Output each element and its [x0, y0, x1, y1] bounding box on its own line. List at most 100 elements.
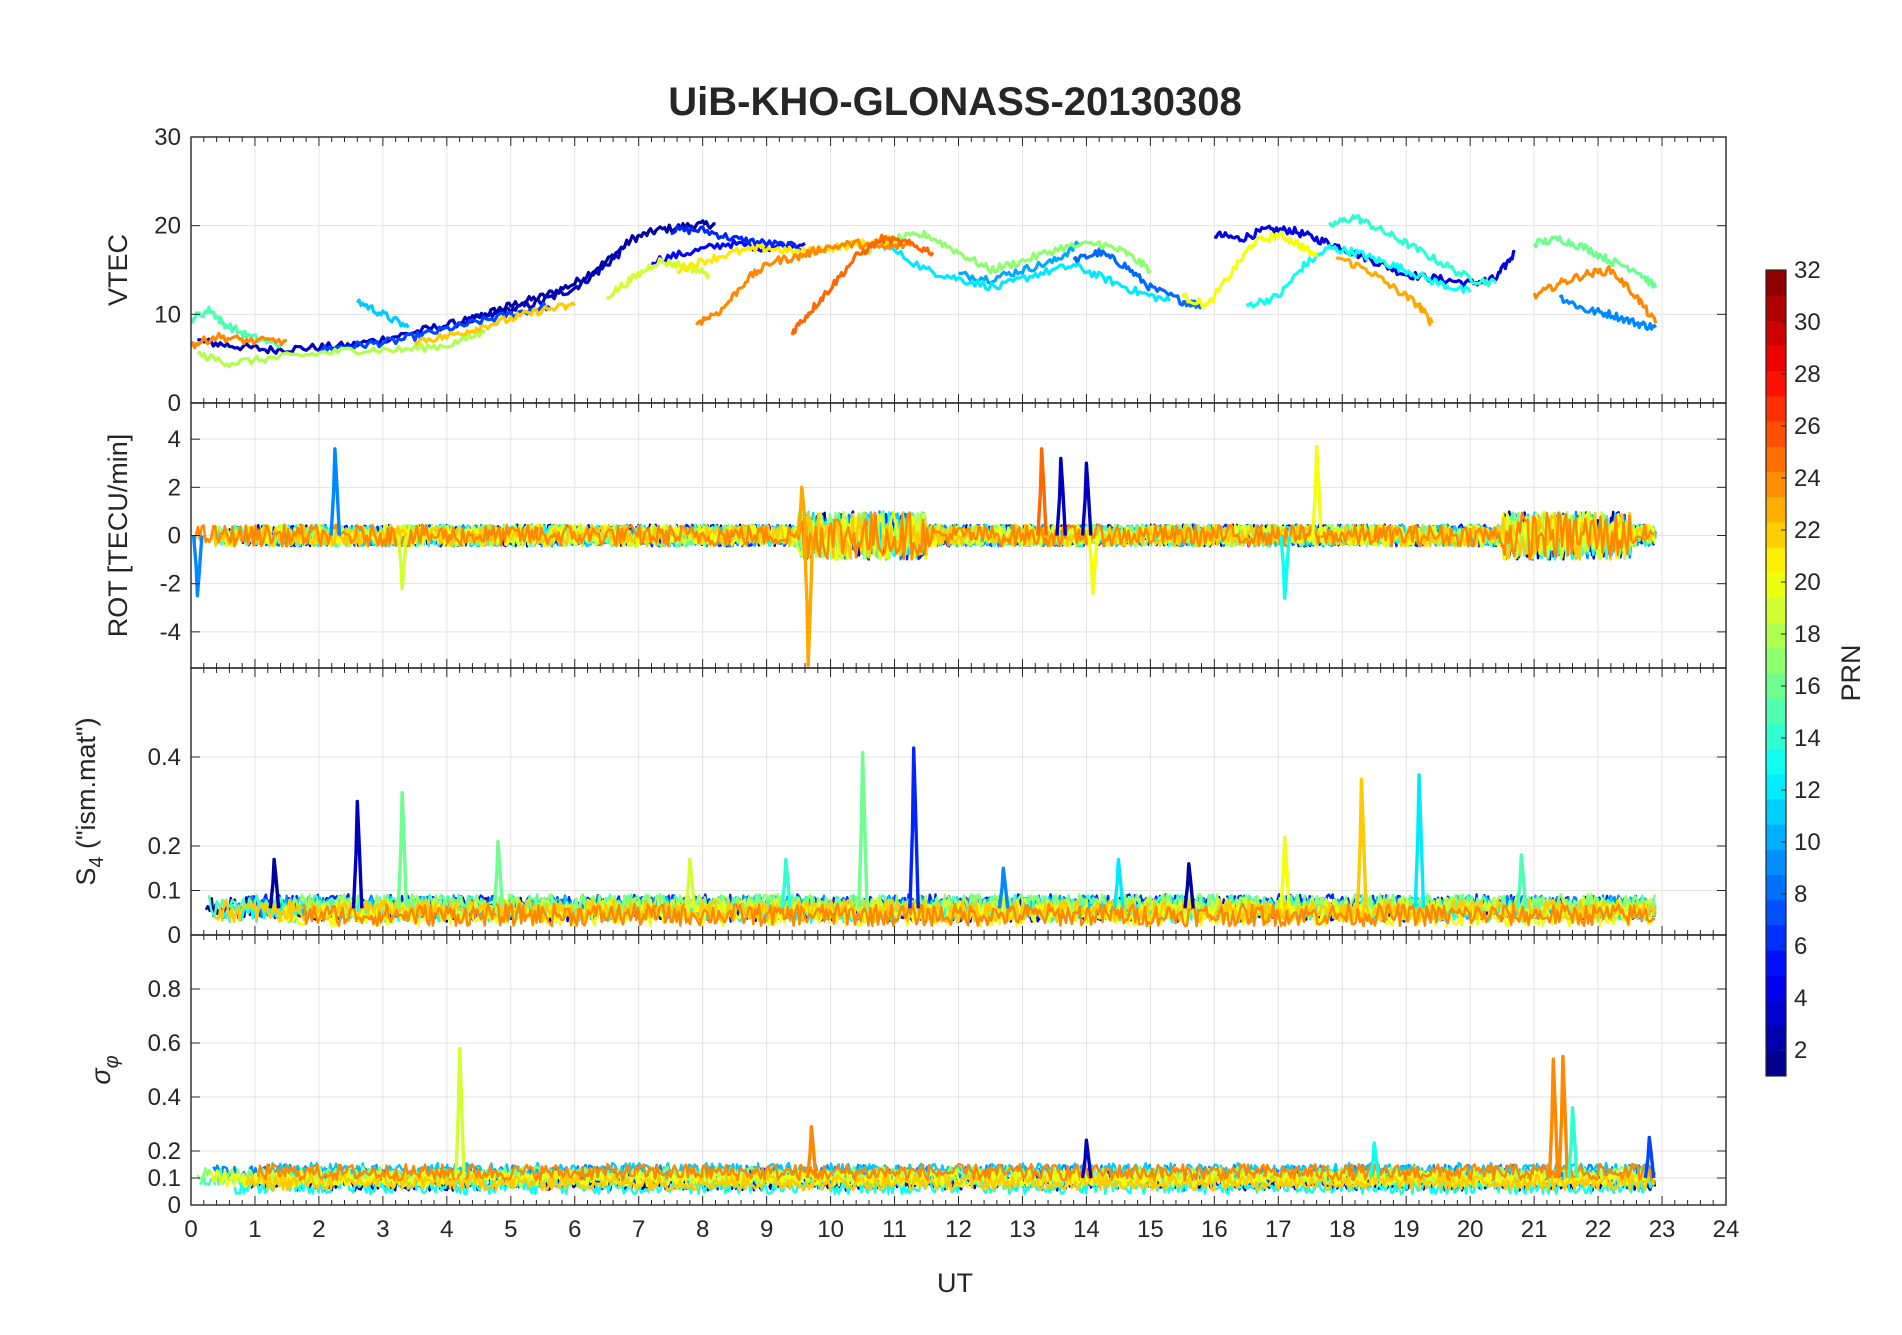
- colorbar-segment: [1766, 673, 1786, 699]
- colorbar-segment: [1766, 270, 1786, 296]
- colorbar-tick-label: 8: [1794, 881, 1807, 908]
- colorbar-segment: [1766, 874, 1786, 901]
- data-vtec: [191, 214, 1658, 368]
- colorbar-tick-label: 20: [1794, 569, 1821, 596]
- y-tick-label-s4: 0: [168, 922, 181, 949]
- y-axis-label-rot: ROT [TECU/min]: [103, 434, 133, 638]
- sigma-spike-2: [1080, 1138, 1093, 1179]
- rot-spike-3: [1036, 447, 1048, 536]
- sigma-trace-prn-22: [245, 1173, 1656, 1192]
- x-minor-ticks-rot: [190, 403, 1727, 668]
- x-tick-label: 12: [945, 1216, 972, 1243]
- colorbar-tick-label: 6: [1794, 933, 1807, 960]
- panel-rot: -4 -2 0 2 4 ROT [TECU/min]: [103, 402, 1727, 669]
- x-minor-ticks-vtec: [190, 137, 1727, 403]
- s4-spike-12: [1355, 777, 1368, 909]
- rot-spike-5: [802, 535, 815, 668]
- colorbar-segment: [1766, 345, 1786, 372]
- colorbar-tick-label: 2: [1794, 1037, 1807, 1064]
- colorbar-tick-label: 30: [1794, 309, 1821, 336]
- sigma-spike-5: [1557, 1054, 1570, 1179]
- s4-spike-5: [780, 857, 792, 909]
- colorbar-segment: [1766, 924, 1786, 951]
- s4-spike-6: [857, 750, 869, 909]
- x-tick-label: 16: [1201, 1216, 1228, 1243]
- vtec-series-prn-14-12: [1328, 214, 1498, 288]
- vtec-series-prn-11-9: [355, 298, 410, 329]
- x-tick-label: 11: [882, 1216, 907, 1243]
- s4-trace-prn-24: [302, 902, 1656, 928]
- rot-spike-0: [329, 447, 342, 536]
- sigma-spike-3: [1368, 1141, 1381, 1179]
- y-tick-label-vtec: 20: [154, 213, 181, 240]
- y-tick-label-sigma: 0.8: [148, 976, 181, 1003]
- x-tick-label: 13: [1009, 1216, 1036, 1243]
- colorbar-segment: [1766, 975, 1786, 1001]
- vtec-series-prn-16-14: [1532, 235, 1658, 289]
- colorbar-segment: [1766, 597, 1786, 624]
- x-tick-label: 17: [1265, 1216, 1292, 1243]
- sigma-trace-prn-24: [256, 1162, 1656, 1182]
- colorbar-segment: [1766, 370, 1786, 397]
- x-axis-label: UT: [937, 1268, 973, 1298]
- colorbar-tick-label: 14: [1794, 725, 1821, 752]
- s4-spike-9: [1112, 857, 1125, 909]
- vtec-series-prn-24-25: [1532, 264, 1658, 324]
- x-tick-label: 19: [1393, 1216, 1420, 1243]
- colorbar-label: PRN: [1836, 644, 1866, 701]
- x-tick-label: 22: [1585, 1216, 1612, 1243]
- y-tick-label-vtec: 30: [154, 124, 181, 151]
- s4-spike-13: [1413, 773, 1426, 909]
- data-s4: [204, 746, 1657, 928]
- colorbar-segment: [1766, 622, 1786, 649]
- x-tick-label: 24: [1713, 1216, 1740, 1243]
- x-tick-label: 18: [1329, 1216, 1356, 1243]
- colorbar-tick-label: 32: [1794, 257, 1821, 284]
- vtec-series-prn-12-10: [880, 241, 1171, 303]
- x-tick-label: 15: [1137, 1216, 1164, 1243]
- vtec-series-prn-24-22: [695, 238, 915, 326]
- s4-spike-3: [492, 839, 505, 909]
- colorbar-segment: [1766, 295, 1786, 321]
- panel-vtec: 0 10 20 30 VTEC: [103, 124, 1727, 417]
- vtec-series-prn-17-15: [861, 229, 1152, 275]
- colorbar-segment: [1766, 849, 1786, 875]
- y-tick-label-sigma: 0.1: [148, 1165, 181, 1192]
- rot-spike-10: [1279, 535, 1291, 600]
- colorbar-segment: [1766, 647, 1786, 674]
- sigma-spike-0: [454, 1046, 466, 1179]
- y-tick-label-sigma: 0: [168, 1192, 181, 1219]
- y-axis-label-s4: S4 ("ism.mat"): [71, 717, 108, 885]
- vtec-series-prn-22-20: [413, 301, 576, 346]
- s4-spike-11: [1279, 835, 1291, 909]
- x-tick-label: 5: [504, 1216, 517, 1243]
- y-tick-label-vtec: 10: [154, 301, 181, 328]
- x-tick-label: 6: [568, 1216, 581, 1243]
- vtec-series-prn-24-24: [191, 331, 288, 350]
- y-tick-label-vtec: 0: [168, 390, 181, 417]
- x-tick-label: 9: [760, 1216, 773, 1243]
- colorbar-tick-label: 26: [1794, 413, 1821, 440]
- x-tick-label: 23: [1649, 1216, 1676, 1243]
- vtec-series-prn-8-6: [1072, 247, 1203, 310]
- y-tick-label-sigma: 0.6: [148, 1030, 181, 1057]
- rot-spike-8: [396, 535, 409, 591]
- x-tick-label: 7: [632, 1216, 645, 1243]
- vtec-series-prn-18-16: [196, 328, 487, 368]
- colorbar-segment: [1766, 471, 1786, 498]
- x-tick-label: 1: [248, 1216, 261, 1243]
- x-tick-label: 4: [440, 1216, 453, 1243]
- x-tick-label: 10: [817, 1216, 844, 1243]
- s4-spike-0: [268, 857, 281, 909]
- vtec-series-prn-13-11: [1245, 243, 1472, 309]
- s4-spike-7: [908, 746, 920, 909]
- colorbar-frame: [1765, 269, 1787, 1077]
- rot-spike-4: [1311, 444, 1323, 536]
- colorbar-segment: [1766, 899, 1786, 926]
- vtec-series-prn-10-8: [958, 240, 1082, 285]
- colorbar-tick-label: 4: [1794, 985, 1807, 1012]
- vtec-series-prn-5-3: [650, 238, 806, 266]
- colorbar-segment: [1766, 950, 1786, 976]
- colorbar-segment: [1766, 446, 1786, 472]
